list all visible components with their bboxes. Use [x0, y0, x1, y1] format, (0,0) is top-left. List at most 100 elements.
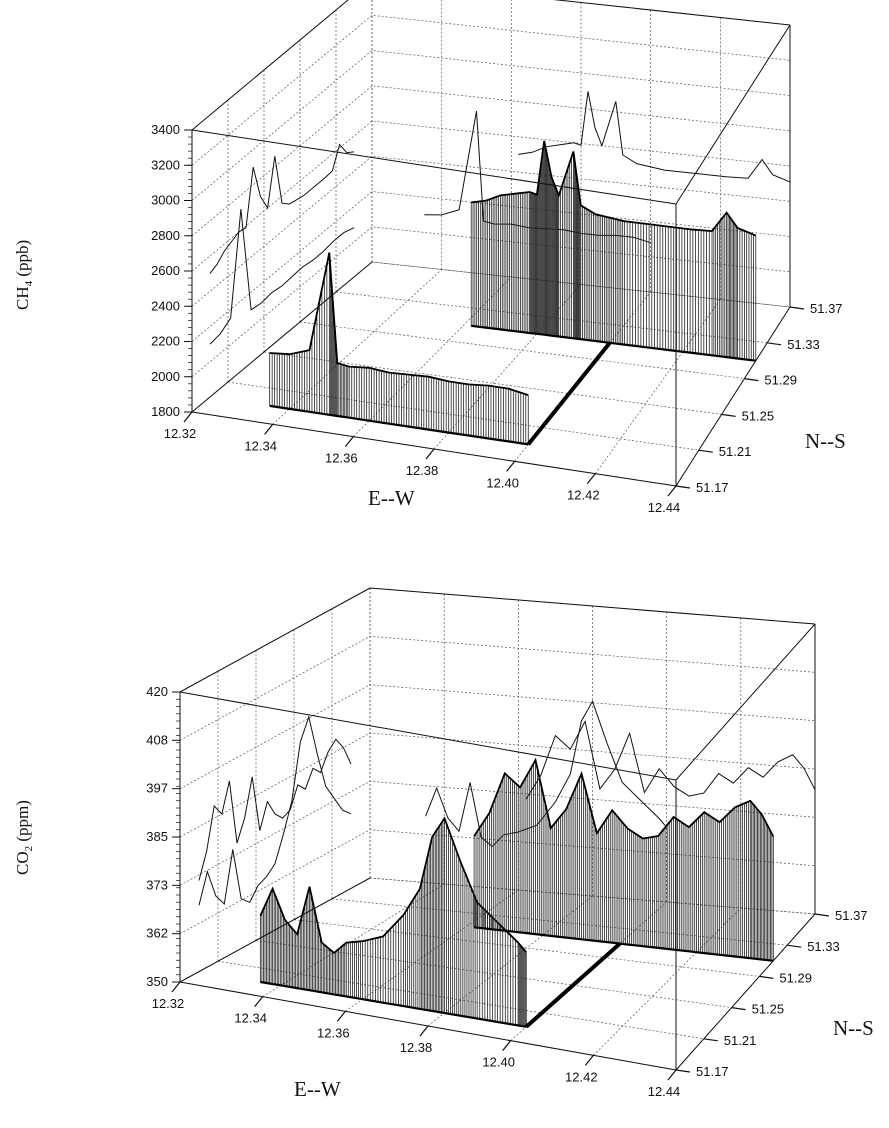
left-wall-projection-line	[209, 143, 355, 274]
z-tick-label: 350	[146, 974, 168, 989]
floor-grid-line	[263, 351, 722, 415]
wall-grid-line	[191, 50, 791, 201]
route-connector	[526, 341, 612, 446]
box-edge	[191, 261, 373, 413]
z-tick-label: 385	[146, 829, 168, 844]
wall-grid-line	[179, 635, 816, 741]
left-wall-projection-line	[209, 209, 355, 345]
floor-grid-line	[593, 907, 742, 1056]
ch4-ticks: 3400 3200 3000 2800 2600 2400 2200 2000 1800 12.3…	[151, 122, 842, 515]
x-tick-label: 12.38	[400, 1040, 433, 1055]
y-tick-label: 51.37	[810, 301, 843, 316]
wall-grid-line	[191, 0, 791, 131]
x-tick-mark	[264, 423, 274, 435]
y-tick-label: 51.33	[787, 337, 820, 352]
floor-grid-line	[353, 276, 512, 437]
left-wall-projection-line	[198, 738, 352, 881]
y-tick-label: 51.37	[835, 908, 868, 923]
x-tick-label: 12.44	[648, 500, 681, 515]
co2-xlabel: E--W	[294, 1077, 341, 1101]
z-tick-label: 2400	[151, 298, 180, 313]
y-tick-label: 51.21	[724, 1033, 757, 1048]
ch4-zlabel: CH4 (ppb)	[13, 240, 35, 310]
profile-line	[259, 816, 527, 955]
x-tick-mark	[667, 485, 677, 497]
y-tick-mark	[721, 413, 736, 417]
y-tick-label: 51.17	[696, 480, 729, 495]
y-tick-mark	[814, 913, 830, 917]
y-tick-mark	[731, 1007, 746, 1011]
y-tick-mark	[767, 342, 782, 346]
y-tick-label: 51.33	[807, 939, 840, 954]
ch4-ylabel: N--S	[805, 429, 846, 453]
x-tick-mark	[183, 411, 193, 423]
box-edge	[675, 623, 816, 781]
x-tick-mark	[344, 436, 354, 448]
z-tick-label: 3200	[151, 157, 180, 172]
profile-base-line	[471, 324, 756, 362]
x-tick-label: 12.36	[317, 1025, 350, 1040]
x-tick-label: 12.42	[567, 488, 600, 503]
x-tick-label: 12.40	[486, 475, 519, 490]
floor-grid-line	[331, 898, 788, 946]
co2-ticks: 420 408 397 385 373 362 350 12.32 12.34 12.36 12.3…	[146, 684, 867, 1099]
box-edge	[675, 913, 816, 1071]
ch4-chart-svg: 3400 3200 3000 2800 2600 2400 2200 2000 1800 12.3…	[13, 0, 846, 515]
y-tick-label: 51.29	[779, 970, 812, 985]
ch4-series	[209, 91, 791, 446]
profile-base-line	[269, 404, 529, 446]
box-edge	[179, 691, 677, 781]
co2-chart-svg: 420 408 397 385 373 362 350 12.32 12.34 12.36 12.3…	[13, 587, 874, 1101]
x-tick-mark	[502, 1040, 512, 1052]
box-edge	[191, 129, 677, 205]
y-tick-mark	[744, 378, 759, 382]
x-tick-mark	[419, 1025, 429, 1037]
y-tick-label: 51.25	[742, 408, 775, 423]
x-tick-mark	[336, 1010, 346, 1022]
x-tick-mark	[667, 1069, 677, 1081]
x-tick-label: 12.40	[482, 1055, 515, 1070]
x-tick-label: 12.32	[152, 996, 185, 1011]
y-tick-mark	[675, 1069, 691, 1073]
x-tick-mark	[506, 460, 516, 472]
x-tick-label: 12.34	[234, 1011, 267, 1026]
z-tick-label: 362	[146, 926, 168, 941]
floor-grid-line	[299, 321, 745, 379]
box-edge	[369, 587, 816, 625]
profile-line	[473, 757, 775, 840]
x-tick-label: 12.42	[565, 1069, 598, 1084]
wall-grid-line	[179, 780, 816, 886]
box-edge	[553, 0, 791, 26]
co2-series	[198, 700, 816, 1029]
z-tick-label: 2000	[151, 369, 180, 384]
x-tick-mark	[586, 473, 596, 485]
z-tick-label: 3000	[151, 193, 180, 208]
z-tick-label: 2200	[151, 334, 180, 349]
profile-base-line	[473, 926, 774, 962]
z-tick-label: 2600	[151, 263, 180, 278]
box-edge	[179, 877, 371, 983]
wall-grid-line	[179, 829, 816, 935]
box-edge	[179, 587, 371, 693]
back-wall-projection-line	[425, 700, 668, 848]
floor-grid-line	[255, 940, 732, 1008]
x-tick-label: 12.32	[164, 426, 197, 441]
box-edge	[675, 24, 791, 205]
y-tick-mark	[759, 975, 774, 979]
x-tick-label: 12.38	[406, 463, 439, 478]
x-tick-mark	[171, 981, 181, 993]
wall-grid-line	[191, 14, 791, 166]
co2-zlabel: CO2 (ppm)	[13, 800, 35, 875]
x-tick-mark	[584, 1054, 594, 1066]
x-tick-label: 12.44	[648, 1084, 681, 1099]
profile-line	[471, 140, 757, 237]
y-tick-mark	[675, 485, 691, 489]
y-tick-mark	[787, 944, 802, 948]
z-tick-label: 373	[146, 877, 168, 892]
y-tick-mark	[698, 449, 713, 453]
profile-base-line	[260, 980, 527, 1028]
profile-line	[269, 252, 529, 396]
wall-grid-line	[179, 732, 816, 838]
box-edge	[675, 306, 791, 487]
route-connector	[524, 942, 622, 1029]
